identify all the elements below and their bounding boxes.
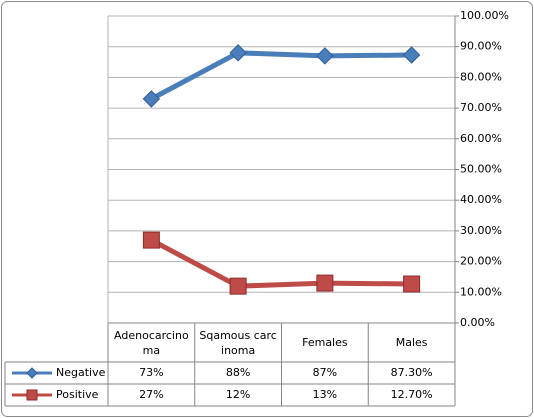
- y-tick-label: 10.00%: [460, 285, 502, 298]
- y-tick-label: 100.00%: [460, 9, 509, 22]
- marker: [402, 46, 421, 64]
- marker: [229, 44, 247, 62]
- marker: [229, 277, 247, 295]
- legend-label: Positive: [56, 388, 99, 401]
- series-line: [150, 50, 412, 102]
- legend-marker: [26, 389, 38, 401]
- table-value: 27%: [139, 388, 163, 401]
- table-value: 12%: [226, 388, 250, 401]
- category-label: Sqamous carcinoma: [199, 328, 277, 357]
- y-tick-label: 90.00%: [460, 40, 502, 53]
- table-value: 12.70%: [391, 388, 433, 401]
- marker: [316, 274, 334, 292]
- table-value: 87.30%: [391, 366, 433, 379]
- marker: [142, 90, 161, 108]
- category-label: Females: [302, 336, 348, 349]
- series-line: [150, 237, 412, 289]
- table-value: 13%: [313, 388, 337, 401]
- y-tick-label: 60.00%: [460, 132, 502, 145]
- y-tick-label: 0.00%: [460, 316, 495, 329]
- legend-marker: [26, 367, 38, 379]
- marker: [316, 47, 334, 65]
- y-tick-label: 50.00%: [460, 163, 502, 176]
- marker: [403, 275, 421, 293]
- y-tick-label: 80.00%: [460, 70, 502, 83]
- table-value: 88%: [226, 366, 250, 379]
- y-tick-label: 20.00%: [460, 255, 502, 268]
- y-tick-label: 70.00%: [460, 101, 502, 114]
- legend-label: Negative: [56, 366, 106, 379]
- table-value: 73%: [139, 366, 163, 379]
- category-label: Males: [395, 336, 428, 349]
- marker: [142, 231, 160, 249]
- category-label: Adenocarcinoma: [114, 328, 189, 357]
- table-value: 87%: [313, 366, 337, 379]
- y-tick-label: 30.00%: [460, 224, 502, 237]
- y-tick-label: 40.00%: [460, 193, 502, 206]
